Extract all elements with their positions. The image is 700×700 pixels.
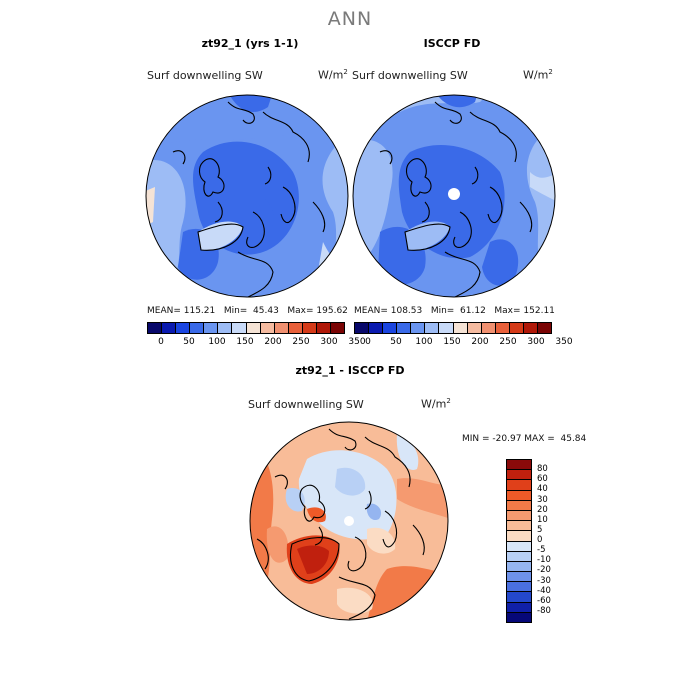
colorbar-tick-label: 150 <box>236 337 254 347</box>
colorbar-swatch <box>507 592 531 603</box>
colorbar-swatch <box>507 460 531 471</box>
colorbar-swatch <box>507 561 531 573</box>
colorbar-tick-label: 350 <box>348 337 366 347</box>
colorbar-swatch <box>218 323 233 333</box>
colorbar-tick-label: 40 <box>537 484 548 495</box>
difference-colorbar <box>506 459 532 623</box>
difference-stats: MIN = -20.97 MAX = 45.84 <box>462 434 587 444</box>
colorbar-tick-label: 0 <box>158 337 164 347</box>
difference-units: W/m2 <box>421 397 451 411</box>
colorbar-swatch <box>507 531 531 542</box>
colorbar-swatch <box>507 572 531 583</box>
colorbar-tick-label: 30 <box>537 494 548 505</box>
colorbar-swatch <box>507 480 531 491</box>
colorbar-tick-label: -10 <box>537 555 551 566</box>
colorbar-swatch <box>288 323 303 333</box>
colorbar-swatch <box>383 323 398 333</box>
colorbar-tick-label: -80 <box>537 605 551 616</box>
colorbar-swatch <box>481 323 496 333</box>
colorbar-tick-label: 5 <box>537 524 543 535</box>
colorbar-tick-label: 150 <box>443 337 461 347</box>
difference-title: zt92_1 - ISCCP FD <box>295 364 405 377</box>
colorbar-swatch <box>190 323 205 333</box>
colorbar-swatch <box>331 323 345 333</box>
panel-1-colorbar <box>147 322 345 334</box>
colorbar-tick-label: 200 <box>471 337 489 347</box>
colorbar-swatch <box>507 541 531 552</box>
colorbar-swatch <box>507 510 531 522</box>
colorbar-swatch <box>538 323 552 333</box>
colorbar-tick-label: 300 <box>320 337 338 347</box>
colorbar-tick-label: -40 <box>537 585 551 596</box>
colorbar-tick-label: -20 <box>537 565 551 576</box>
panel-1-title: zt92_1 (yrs 1-1) <box>201 37 299 50</box>
colorbar-tick-label: 100 <box>208 337 226 347</box>
colorbar-swatch <box>148 323 163 333</box>
colorbar-tick-label: -60 <box>537 595 551 606</box>
colorbar-swatch <box>507 582 531 593</box>
colorbar-swatch <box>507 551 531 562</box>
colorbar-swatch <box>355 323 370 333</box>
colorbar-tick-label: 10 <box>537 514 548 525</box>
colorbar-swatch <box>274 323 289 333</box>
colorbar-swatch <box>316 323 332 333</box>
colorbar-swatch <box>425 323 440 333</box>
panel-2-title: ISCCP FD <box>423 37 481 50</box>
colorbar-tick-label: 0 <box>537 535 543 545</box>
colorbar-swatch <box>523 323 539 333</box>
colorbar-swatch <box>232 323 247 333</box>
panel-1-colorbar-ticks: 0 50 100 150 200 250 300 350 <box>147 337 365 349</box>
colorbar-tick-label: 60 <box>537 474 548 485</box>
colorbar-tick-label: -5 <box>537 545 546 556</box>
colorbar-tick-label: 300 <box>527 337 545 347</box>
colorbar-tick-label: 50 <box>183 337 195 347</box>
panel-2-units: W/m2 <box>523 68 553 82</box>
colorbar-swatch <box>246 323 261 333</box>
colorbar-tick-label: 0 <box>365 337 371 347</box>
colorbar-swatch <box>453 323 468 333</box>
panel-1-polar-map <box>145 94 349 298</box>
panel-1-stats: MEAN= 115.21 Min= 45.43 Max= 195.62 <box>147 306 348 316</box>
colorbar-swatch <box>495 323 510 333</box>
colorbar-tick-label: 350 <box>555 337 573 347</box>
colorbar-swatch <box>507 470 531 481</box>
panel-1-field-label: Surf downwelling SW <box>147 69 263 82</box>
colorbar-tick-label: 250 <box>292 337 310 347</box>
difference-colorbar-labels: 80 60 40 30 20 10 5 0 -5 -10 -20 -30 -40 -60 -80 <box>537 459 577 621</box>
colorbar-swatch <box>260 323 275 333</box>
panel-2-field-label: Surf downwelling SW <box>352 69 468 82</box>
colorbar-swatch <box>411 323 426 333</box>
colorbar-swatch <box>176 323 191 333</box>
colorbar-swatch <box>302 323 317 333</box>
colorbar-swatch <box>204 323 219 333</box>
colorbar-swatch <box>369 323 384 333</box>
difference-polar-map <box>249 421 449 621</box>
colorbar-tick-label: -30 <box>537 575 551 586</box>
colorbar-swatch <box>509 323 524 333</box>
colorbar-swatch <box>439 323 454 333</box>
colorbar-swatch <box>507 490 531 501</box>
colorbar-swatch <box>507 500 531 511</box>
figure-title: ANN <box>327 8 373 30</box>
colorbar-tick-label: 80 <box>537 464 548 475</box>
colorbar-swatch <box>507 612 531 622</box>
colorbar-tick-label: 250 <box>499 337 517 347</box>
colorbar-tick-label: 200 <box>264 337 282 347</box>
panel-2-colorbar-ticks: 0 50 100 150 200 250 300 350 <box>354 337 572 349</box>
panel-2-stats: MEAN= 108.53 Min= 61.12 Max= 152.11 <box>354 306 555 316</box>
panel-2-polar-map <box>352 94 556 298</box>
panel-1-units: W/m2 <box>318 68 348 82</box>
colorbar-tick-label: 20 <box>537 504 548 515</box>
colorbar-swatch <box>507 521 531 532</box>
colorbar-swatch <box>467 323 482 333</box>
panel-2-colorbar <box>354 322 552 334</box>
difference-field-label: Surf downwelling SW <box>248 398 364 411</box>
colorbar-tick-label: 50 <box>390 337 402 347</box>
colorbar-tick-label: 100 <box>415 337 433 347</box>
colorbar-swatch <box>507 602 531 613</box>
colorbar-swatch <box>162 323 177 333</box>
colorbar-swatch <box>397 323 412 333</box>
